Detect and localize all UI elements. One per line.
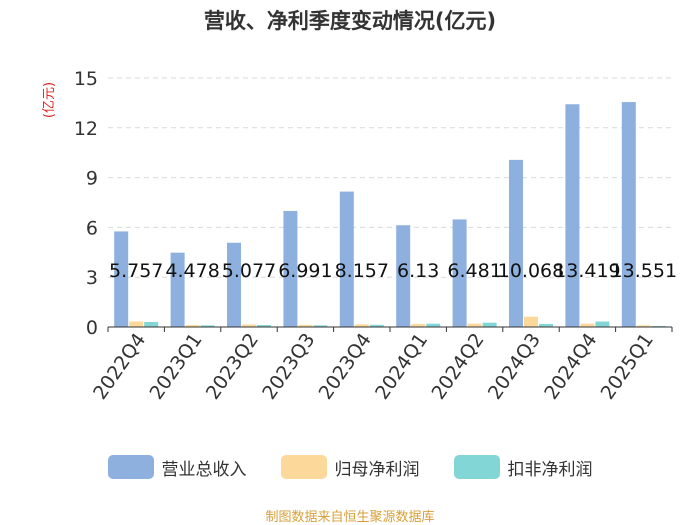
- bar-deducted-profit: [369, 324, 384, 327]
- y-tick-label: 6: [86, 217, 98, 239]
- legend-swatch-revenue: [107, 455, 154, 479]
- bar-revenue: [565, 104, 580, 327]
- chart-title: 营收、净利季度变动情况(亿元): [204, 9, 496, 33]
- y-tick-label: 12: [74, 118, 98, 140]
- legend-item-revenue[interactable]: 营业总收入: [107, 455, 247, 480]
- x-axis-ticks: 2022Q42023Q12023Q22023Q32023Q42024Q12024…: [89, 327, 673, 404]
- bar-revenue: [509, 159, 523, 327]
- bar-deducted-profit: [426, 323, 441, 327]
- legend-swatch-deducted-profit: [453, 455, 500, 479]
- y-tick-label: 3: [86, 267, 98, 289]
- data-label: 13.551: [611, 260, 677, 282]
- data-label: 5.077: [222, 260, 276, 282]
- legend-swatch-net-profit: [280, 455, 327, 479]
- data-label: 4.478: [165, 260, 219, 282]
- bar-revenue: [452, 219, 467, 327]
- x-tick-label: 2024Q2: [427, 329, 488, 403]
- data-labels: 5.757 4.478 5.077 6.991 8.157 6.13 6.48110.068…: [109, 260, 677, 282]
- y-tick-label: 15: [74, 68, 98, 90]
- y-axis-label: (亿元): [42, 82, 57, 118]
- bars: [114, 102, 666, 327]
- bar-net-profit: [411, 324, 426, 327]
- x-tick-label: 2025Q1: [597, 329, 658, 403]
- data-label: 13.419: [554, 260, 620, 282]
- bar-deducted-profit: [257, 325, 271, 327]
- legend-item-deducted-profit[interactable]: 扣非净利润: [453, 455, 593, 480]
- y-tick-label: 0: [86, 317, 98, 339]
- bar-revenue: [396, 225, 411, 327]
- legend-label-revenue: 营业总收入: [161, 459, 247, 480]
- x-tick-label: 2024Q3: [484, 329, 545, 403]
- bar-deducted-profit: [144, 322, 159, 327]
- bar-revenue: [339, 191, 354, 327]
- bar-deducted-profit: [200, 325, 215, 327]
- bar-deducted-profit: [539, 324, 553, 327]
- footer-source: 制图数据来自恒生聚源数据库: [265, 510, 435, 525]
- bar-deducted-profit: [482, 322, 497, 327]
- bar-net-profit: [524, 316, 538, 327]
- x-tick-label: 2023Q2: [202, 329, 263, 403]
- bar-net-profit: [467, 323, 482, 327]
- bar-net-profit: [580, 323, 595, 327]
- bar-net-profit: [185, 325, 200, 327]
- data-label: 6.481: [447, 260, 501, 282]
- gridlines: [108, 77, 672, 278]
- bar-revenue: [114, 231, 129, 327]
- bar-net-profit: [242, 324, 256, 327]
- bar-net-profit: [354, 324, 369, 327]
- bar-revenue: [283, 210, 298, 327]
- data-label: 6.13: [397, 260, 439, 282]
- legend-label-net-profit: 归母净利润: [334, 459, 420, 480]
- bar-net-profit: [298, 324, 313, 327]
- bar-revenue: [170, 252, 185, 327]
- bar-net-profit: [129, 321, 144, 327]
- bar-deducted-profit: [313, 325, 328, 327]
- y-tick-label: 9: [86, 168, 98, 190]
- x-tick-label: 2024Q4: [540, 329, 601, 403]
- legend-item-net-profit[interactable]: 归母净利润: [280, 455, 420, 480]
- y-axis-ticks: 0 3 6 9 12 15: [74, 68, 98, 339]
- x-tick-label: 2023Q1: [145, 329, 206, 403]
- bar-revenue: [621, 102, 636, 327]
- x-tick-label: 2023Q4: [315, 329, 376, 403]
- bar-revenue: [227, 242, 241, 327]
- x-tick-label: 2022Q4: [89, 329, 150, 403]
- x-tick-label: 2024Q1: [371, 329, 432, 403]
- data-label: 6.991: [278, 260, 332, 282]
- legend: 营业总收入 归母净利润 扣非净利润: [0, 452, 700, 482]
- data-label: 5.757: [109, 260, 163, 282]
- bar-deducted-profit: [595, 321, 610, 327]
- x-tick-label: 2023Q3: [258, 329, 319, 403]
- bar-net-profit: [636, 325, 651, 327]
- data-label: 8.157: [335, 260, 389, 282]
- data-label: 10.068: [498, 260, 564, 282]
- legend-label-deducted-profit: 扣非净利润: [507, 459, 593, 480]
